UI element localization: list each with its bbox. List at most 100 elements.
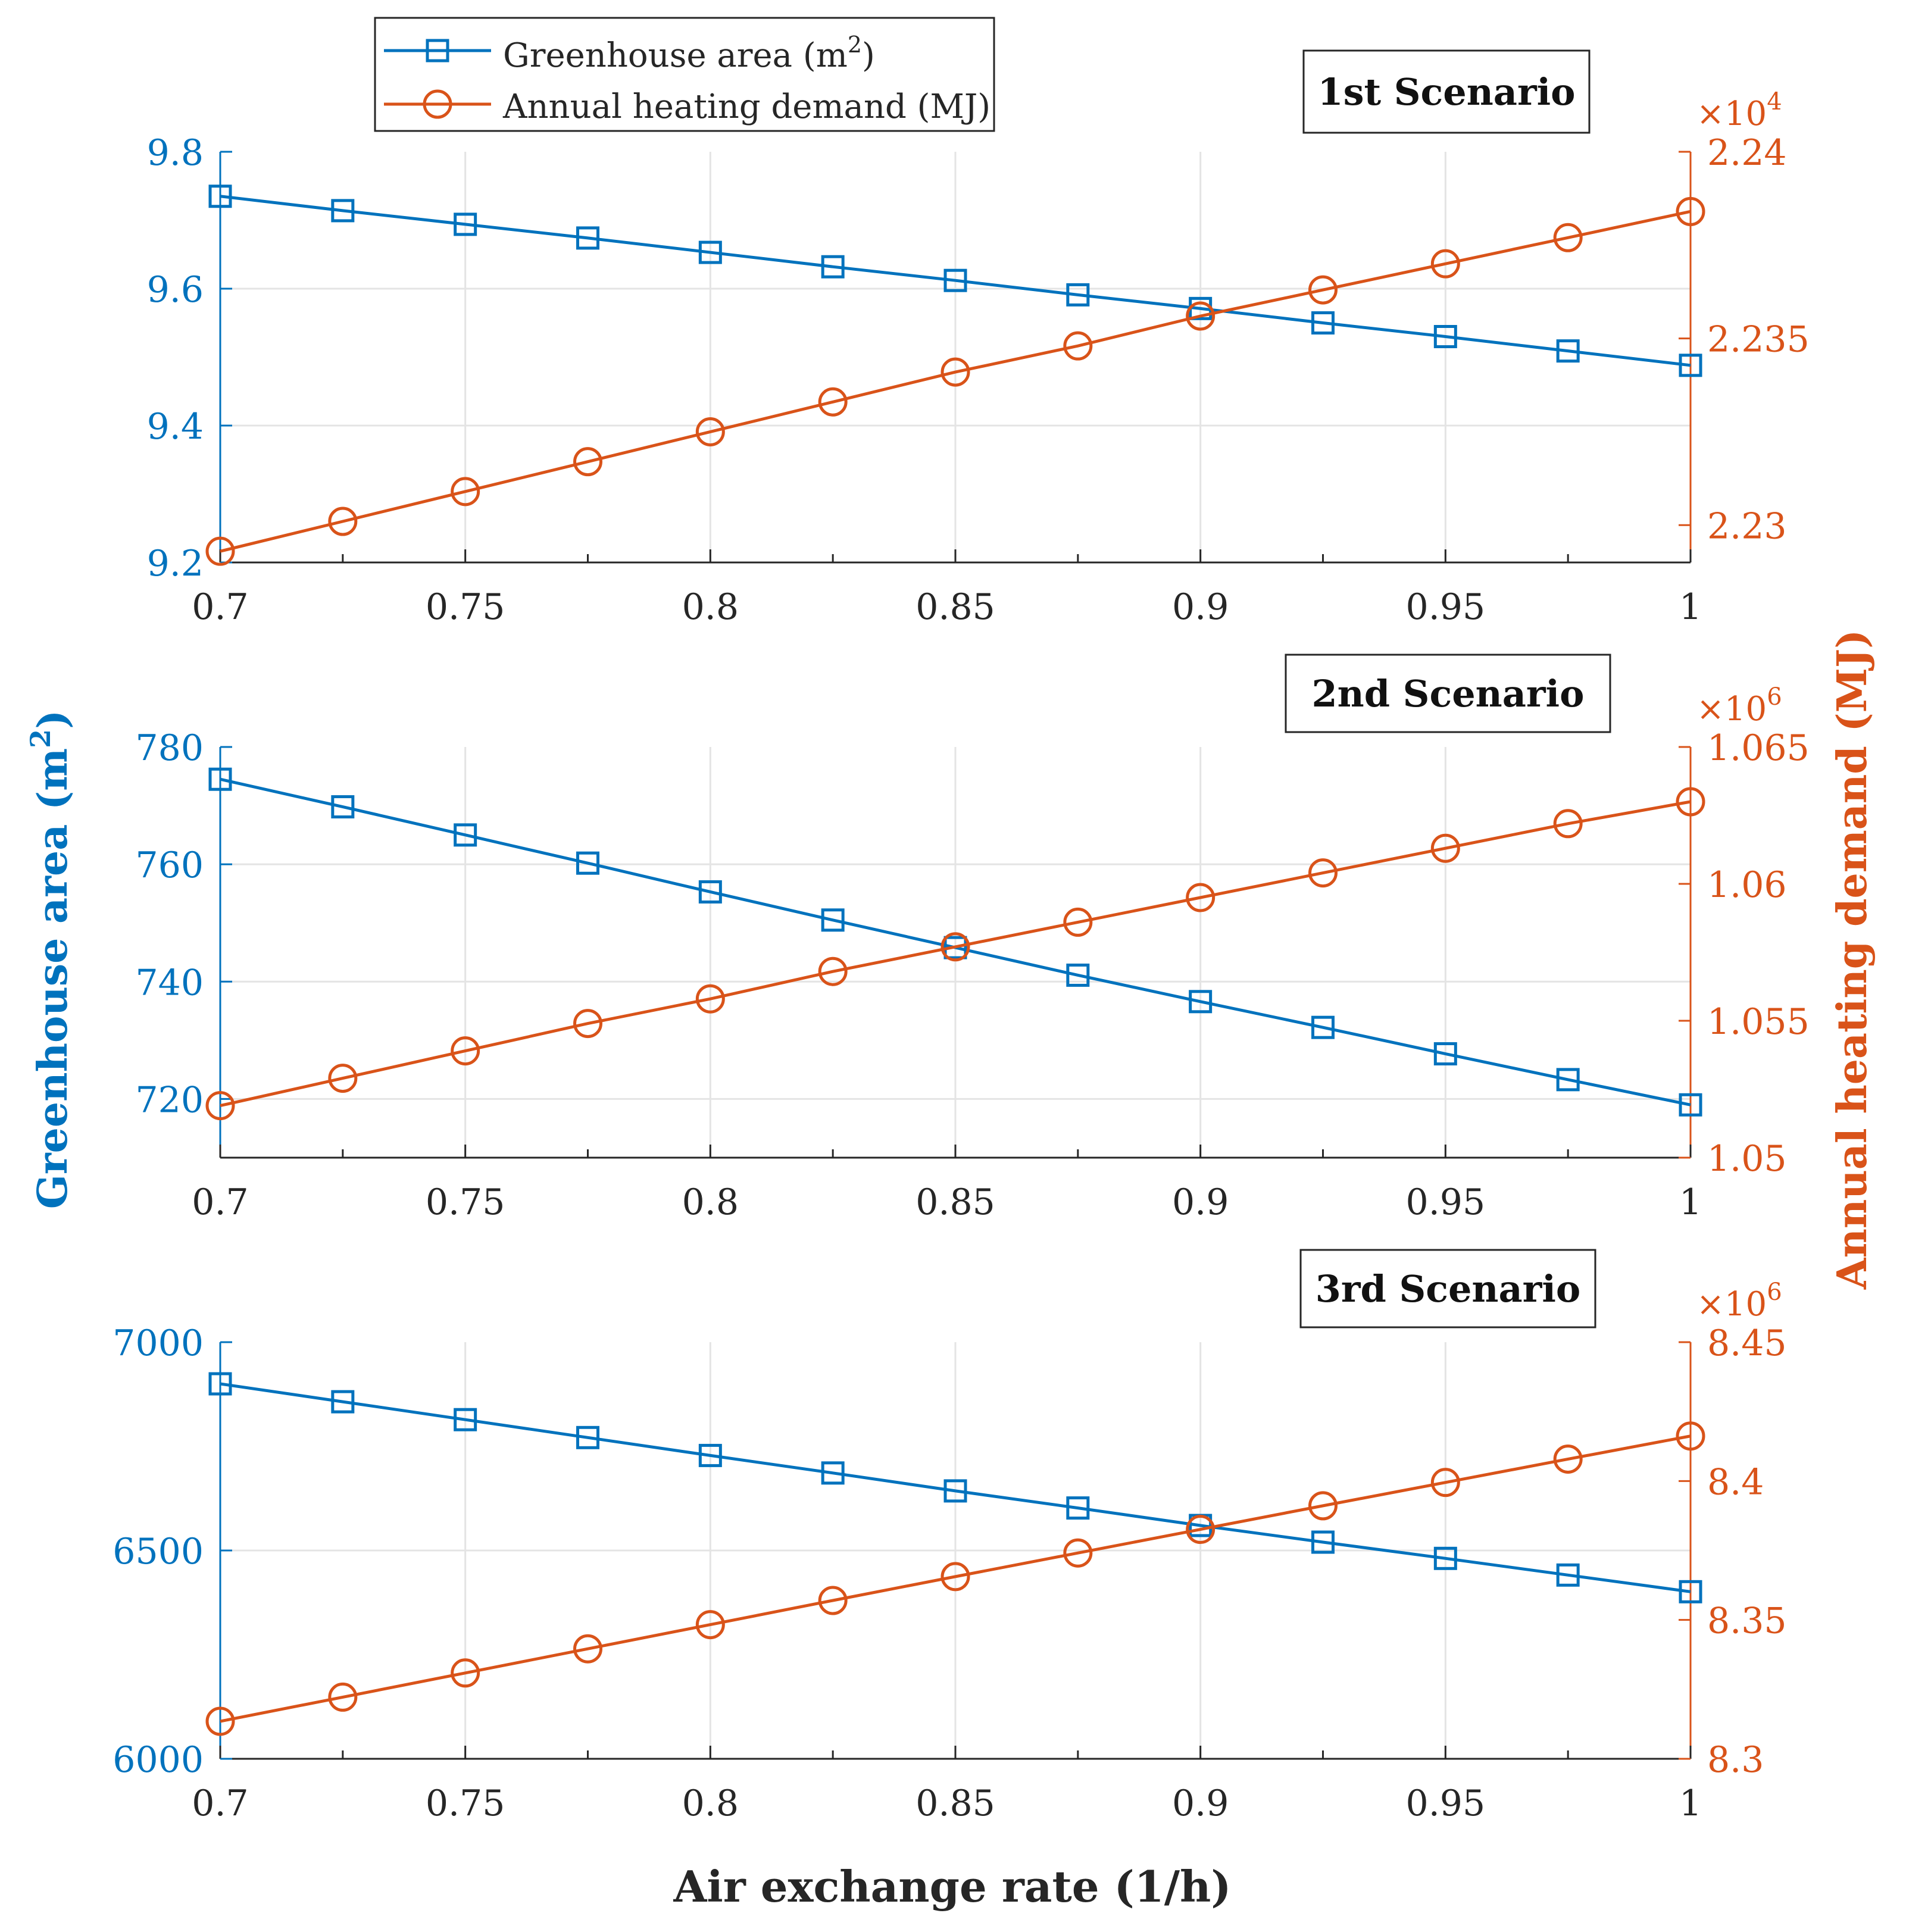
heating-data-point bbox=[1553, 223, 1583, 252]
left-y-axis-label-tail: ) bbox=[29, 710, 77, 729]
exponent-base: ×10 bbox=[1696, 690, 1767, 729]
area-data-point bbox=[698, 880, 722, 904]
heating-data-point bbox=[573, 1634, 602, 1664]
area-data-point bbox=[821, 255, 845, 279]
right-y-tick-label: 1.065 bbox=[1707, 727, 1810, 769]
heating-series-line bbox=[220, 800, 1691, 1108]
legend-label-heating: Annual heating demand (MJ) bbox=[502, 87, 991, 126]
x-tick-label: 0.7 bbox=[192, 1783, 248, 1824]
exponent-power: 4 bbox=[1767, 88, 1782, 115]
heating-data-point bbox=[695, 984, 725, 1014]
x-tick-label: 0.8 bbox=[682, 586, 739, 628]
x-tick-label: 0.75 bbox=[426, 1783, 505, 1824]
exponent-power: 6 bbox=[1767, 683, 1782, 711]
heating-data-point bbox=[940, 357, 970, 387]
area-data-point bbox=[821, 908, 845, 932]
x-tick-label: 0.75 bbox=[426, 586, 505, 628]
heating-data-point bbox=[451, 1658, 480, 1688]
heating-data-point bbox=[1063, 331, 1093, 361]
area-data-point bbox=[1066, 1496, 1090, 1520]
legend-box bbox=[374, 17, 995, 132]
x-tick-label: 0.8 bbox=[682, 1181, 739, 1223]
area-data-point bbox=[1189, 990, 1213, 1014]
heating-series-line bbox=[220, 1434, 1691, 1723]
area-data-point bbox=[1311, 1015, 1335, 1039]
x-tick-label: 0.7 bbox=[192, 586, 248, 628]
scenario-title-box bbox=[1285, 654, 1611, 733]
exponent-power: 6 bbox=[1767, 1278, 1782, 1306]
heating-data-point bbox=[1430, 249, 1460, 279]
right-axis-exponent: ×106 bbox=[1696, 1278, 1782, 1324]
heating-data-point bbox=[1308, 275, 1338, 305]
x-tick-label: 0.9 bbox=[1172, 586, 1229, 628]
area-data-point bbox=[208, 767, 232, 791]
x-tick-label: 0.75 bbox=[426, 1181, 505, 1223]
area-data-point bbox=[454, 1408, 477, 1431]
right-y-tick-label: 8.3 bbox=[1707, 1739, 1764, 1781]
area-data-point bbox=[1556, 1563, 1580, 1587]
x-tick-label: 0.9 bbox=[1172, 1181, 1229, 1223]
area-data-point bbox=[1311, 1530, 1335, 1554]
area-data-point bbox=[698, 240, 722, 264]
left-y-tick-label: 780 bbox=[135, 727, 204, 769]
heating-data-point bbox=[818, 1586, 848, 1615]
panel-3: 0.7 0.75 0.8 0.85 0.9 0.95 1 6000 6500 7000 8.3 8.3… bbox=[113, 1249, 1787, 1824]
heating-data-point bbox=[573, 1009, 602, 1039]
heating-data-point bbox=[1676, 787, 1705, 817]
area-data-point bbox=[331, 1390, 355, 1414]
heating-data-point bbox=[1553, 1444, 1583, 1474]
x-tick-label: 0.95 bbox=[1406, 1181, 1486, 1223]
heating-data-point bbox=[451, 1036, 480, 1066]
x-tick-label: 0.95 bbox=[1406, 1783, 1486, 1824]
heating-data-point bbox=[328, 507, 358, 536]
heating-data-point bbox=[940, 932, 970, 962]
right-y-tick-label: 2.24 bbox=[1707, 132, 1787, 174]
exponent-base: ×10 bbox=[1696, 95, 1767, 133]
heating-data-point bbox=[1063, 1538, 1093, 1568]
chart-panels: 0.7 0.75 0.8 0.85 0.9 0.95 1 9.2 9.4 9.6 9.8 2.23 2.… bbox=[113, 49, 1810, 1824]
heating-data-point bbox=[1186, 301, 1216, 331]
area-data-point bbox=[1433, 325, 1457, 348]
heating-data-point bbox=[451, 477, 480, 507]
right-y-tick-label: 8.4 bbox=[1707, 1461, 1764, 1503]
heating-data-point bbox=[940, 1562, 970, 1592]
right-y-tick-label: 2.235 bbox=[1707, 319, 1810, 361]
legend-label-area-main: Greenhouse area (m bbox=[503, 36, 848, 75]
area-data-point bbox=[1066, 963, 1090, 987]
legend-label-area: Greenhouse area (m2) bbox=[503, 32, 875, 75]
heating-data-point bbox=[695, 417, 725, 446]
area-data-point bbox=[208, 185, 232, 208]
x-tick-label: 0.85 bbox=[915, 1181, 995, 1223]
left-y-tick-label: 9.2 bbox=[147, 543, 204, 584]
heating-data-point bbox=[818, 387, 848, 417]
left-y-tick-label: 9.4 bbox=[147, 406, 204, 448]
left-y-tick-label: 9.8 bbox=[147, 132, 204, 174]
heating-data-point bbox=[1430, 1468, 1460, 1498]
area-data-point bbox=[576, 226, 599, 250]
panel-1: 0.7 0.75 0.8 0.85 0.9 0.95 1 9.2 9.4 9.6 9.8 2.23 2.… bbox=[147, 49, 1810, 628]
left-y-axis-label: Greenhouse area (m2) bbox=[24, 710, 77, 1209]
area-series-line bbox=[220, 1382, 1691, 1593]
left-y-tick-label: 760 bbox=[135, 845, 204, 886]
scenario-title-box bbox=[1299, 1249, 1596, 1328]
right-axis-exponent: ×106 bbox=[1696, 683, 1782, 729]
heating-data-point bbox=[573, 447, 602, 477]
area-data-point bbox=[1679, 1093, 1702, 1117]
legend-label-area-tail: ) bbox=[862, 36, 875, 75]
right-y-tick-label: 1.05 bbox=[1707, 1138, 1787, 1180]
area-data-point bbox=[454, 823, 477, 847]
area-data-point bbox=[821, 1461, 845, 1485]
right-y-tick-label: 8.45 bbox=[1707, 1323, 1787, 1364]
area-data-point bbox=[1679, 354, 1702, 377]
x-tick-label: 0.7 bbox=[192, 1181, 248, 1223]
left-y-axis-label-main: Greenhouse area (m bbox=[29, 748, 77, 1209]
left-y-tick-label: 720 bbox=[135, 1079, 204, 1121]
area-data-point bbox=[1066, 283, 1090, 307]
area-data-point bbox=[208, 1372, 232, 1396]
heating-data-point bbox=[205, 1706, 235, 1736]
x-tick-label: 0.85 bbox=[915, 586, 995, 628]
area-data-point bbox=[576, 851, 599, 875]
heating-data-point bbox=[1676, 196, 1705, 226]
left-y-tick-label: 9.6 bbox=[147, 269, 204, 311]
scenario-title: 2nd Scenario bbox=[1312, 672, 1585, 715]
